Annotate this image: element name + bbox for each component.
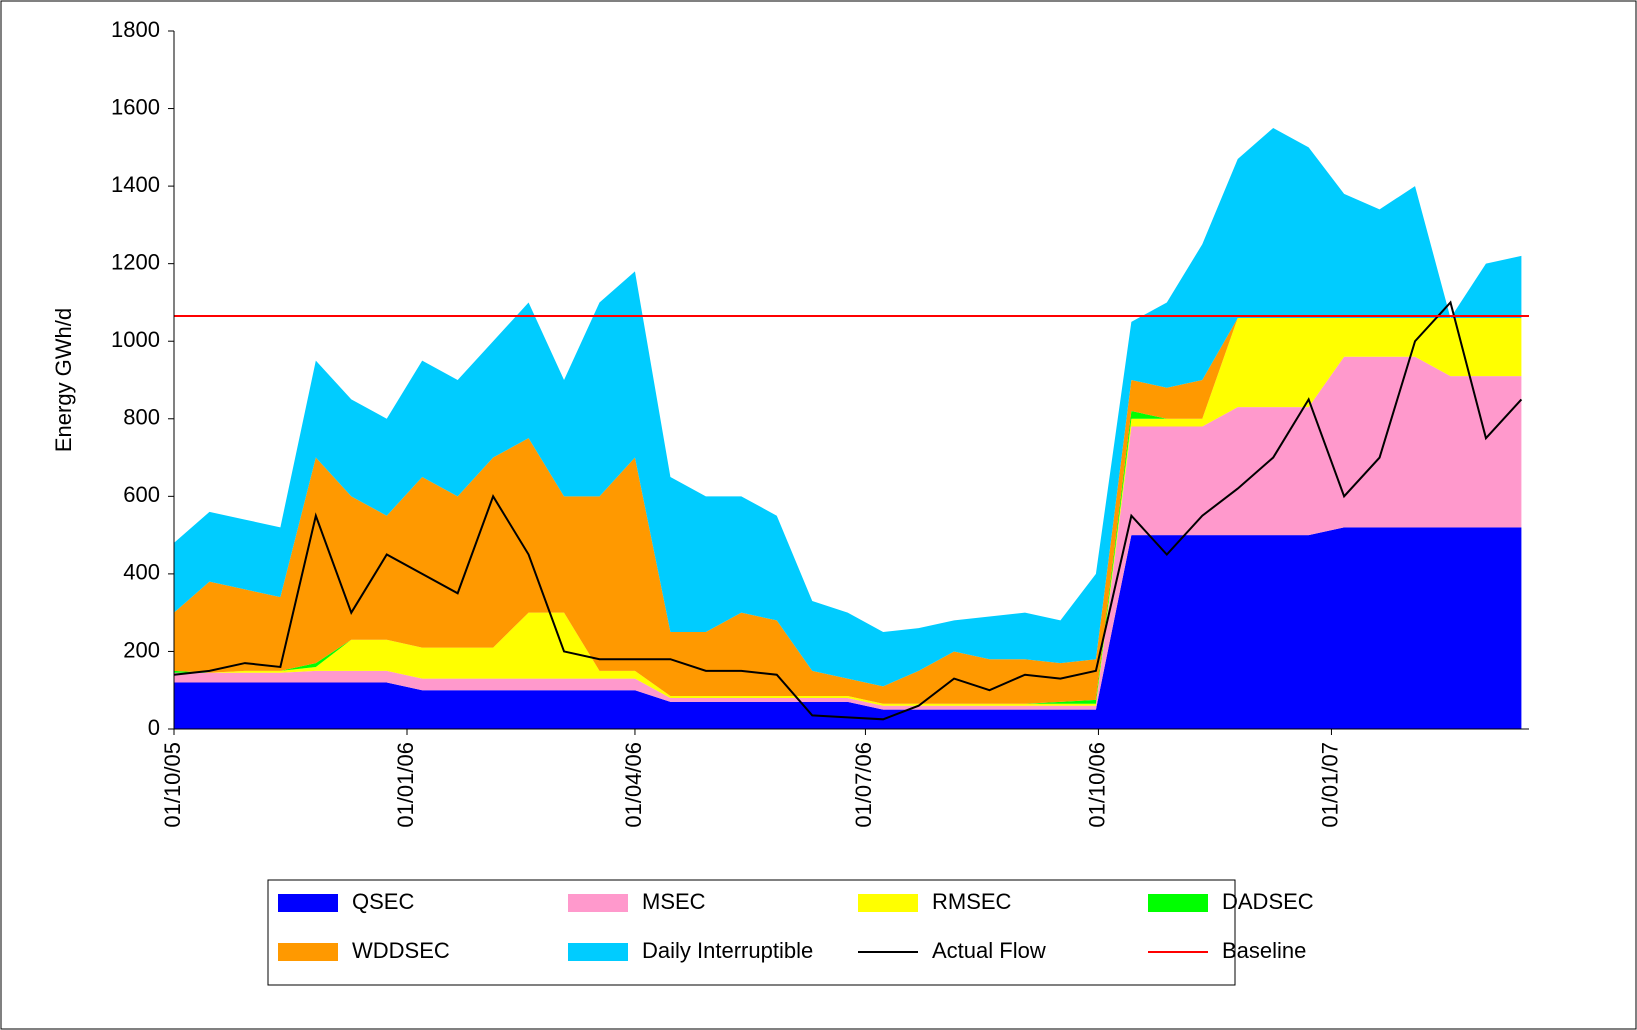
y-tick-label: 1400 [111, 172, 160, 197]
y-tick-label: 1000 [111, 327, 160, 352]
x-tick-label: 01/10/06 [1084, 742, 1109, 828]
y-tick-label: 1600 [111, 94, 160, 119]
y-tick-label: 200 [123, 637, 160, 662]
legend-label: Actual Flow [932, 938, 1046, 963]
x-tick-label: 01/01/07 [1317, 742, 1342, 828]
legend-label: MSEC [642, 889, 706, 914]
y-tick-label: 0 [148, 715, 160, 740]
area [174, 317, 1522, 706]
area [174, 317, 1522, 704]
y-axis-label: Energy GWh/d [51, 308, 76, 452]
y-tick-label: 1800 [111, 17, 160, 42]
area [174, 127, 1522, 687]
x-tick-label: 01/07/06 [851, 742, 876, 828]
legend-swatch [1148, 894, 1208, 912]
y-tick-label: 600 [123, 482, 160, 507]
x-tick-label: 01/10/05 [160, 742, 185, 828]
legend-swatch [278, 894, 338, 912]
legend-swatch [858, 894, 918, 912]
legend-label: RMSEC [932, 889, 1012, 914]
legend-box [267, 879, 1236, 986]
legend-swatch [568, 943, 628, 961]
y-tick-label: 800 [123, 405, 160, 430]
legend-swatch [568, 894, 628, 912]
x-tick-label: 01/04/06 [621, 742, 646, 828]
legend-label: WDDSEC [352, 938, 450, 963]
area [174, 527, 1522, 729]
area [174, 317, 1522, 704]
legend-label: Baseline [1222, 938, 1306, 963]
legend-label: DADSEC [1222, 889, 1314, 914]
area [174, 356, 1522, 710]
y-tick-label: 1200 [111, 249, 160, 274]
flow-line [173, 300, 1523, 721]
legend-label: QSEC [352, 889, 414, 914]
y-tick-label: 400 [123, 560, 160, 585]
legend-swatch [278, 943, 338, 961]
x-tick-label: 01/01/06 [393, 742, 418, 828]
legend-label: Daily Interruptible [642, 938, 813, 963]
